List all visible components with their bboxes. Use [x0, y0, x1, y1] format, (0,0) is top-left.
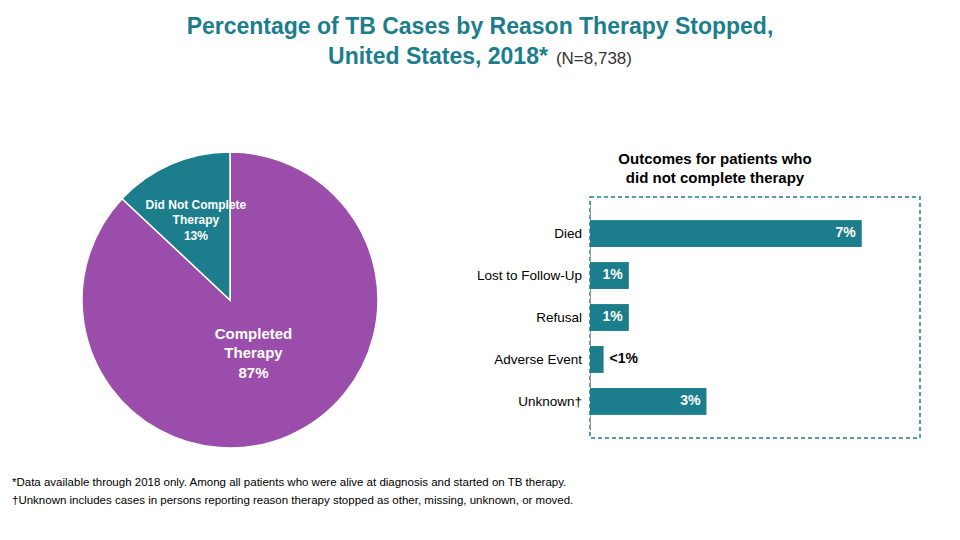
pie: CompletedTherapy 87% Did Not CompleteThera…: [82, 152, 378, 448]
tick: Adverse Event: [494, 352, 582, 367]
tick-label: Unknown†: [518, 394, 582, 409]
tick-label: Lost to Follow-Up: [477, 268, 582, 283]
pie-slice: [122, 152, 230, 300]
data-label: <1%: [610, 350, 639, 366]
data-label: 3%: [680, 392, 701, 408]
bar: [590, 346, 604, 373]
y-axis: Died Lost to Follow-Up Refusal Adverse Even…: [477, 206, 591, 431]
bar: [590, 388, 706, 415]
tick: Unknown†: [518, 394, 582, 409]
slice-category: CompletedTherapy: [215, 325, 293, 362]
footnote: *Data available through 2018 only. Among…: [12, 476, 566, 488]
bar: [590, 220, 862, 247]
slice-category: Did Not CompleteTherapy: [146, 198, 247, 228]
title: United States, 2018*: [328, 43, 548, 69]
slice-value-label: 13%: [184, 229, 208, 243]
data-label: 1%: [603, 308, 624, 324]
title: Percentage of TB Cases by Reason Therapy…: [187, 13, 774, 39]
bar: [590, 262, 629, 289]
slice-value-label: 87%: [238, 364, 268, 381]
subtitle: (N=8,738): [556, 49, 632, 68]
bar-title: Outcomes for patients whodid not complet…: [618, 150, 811, 186]
data-labels: 7% 1% 1% <1% 3%: [603, 224, 857, 408]
plot-frame: [590, 197, 920, 438]
pie-slice: [82, 152, 378, 448]
chart-root: Percentage of TB Cases by Reason Therapy…: [0, 0, 960, 540]
title-group: Percentage of TB Cases by Reason Therapy…: [187, 13, 774, 69]
tick-label: Died: [554, 226, 582, 241]
bars: [590, 220, 862, 415]
tick: Died: [554, 226, 582, 241]
tick: Refusal: [536, 310, 582, 325]
bar: [590, 304, 629, 331]
tick-label: Refusal: [536, 310, 582, 325]
tick-label: Adverse Event: [494, 352, 582, 367]
data-label: 1%: [603, 266, 624, 282]
tick: Lost to Follow-Up: [477, 268, 582, 283]
data-label: 7%: [836, 224, 857, 240]
footnote: †Unknown includes cases in persons repor…: [12, 494, 573, 506]
